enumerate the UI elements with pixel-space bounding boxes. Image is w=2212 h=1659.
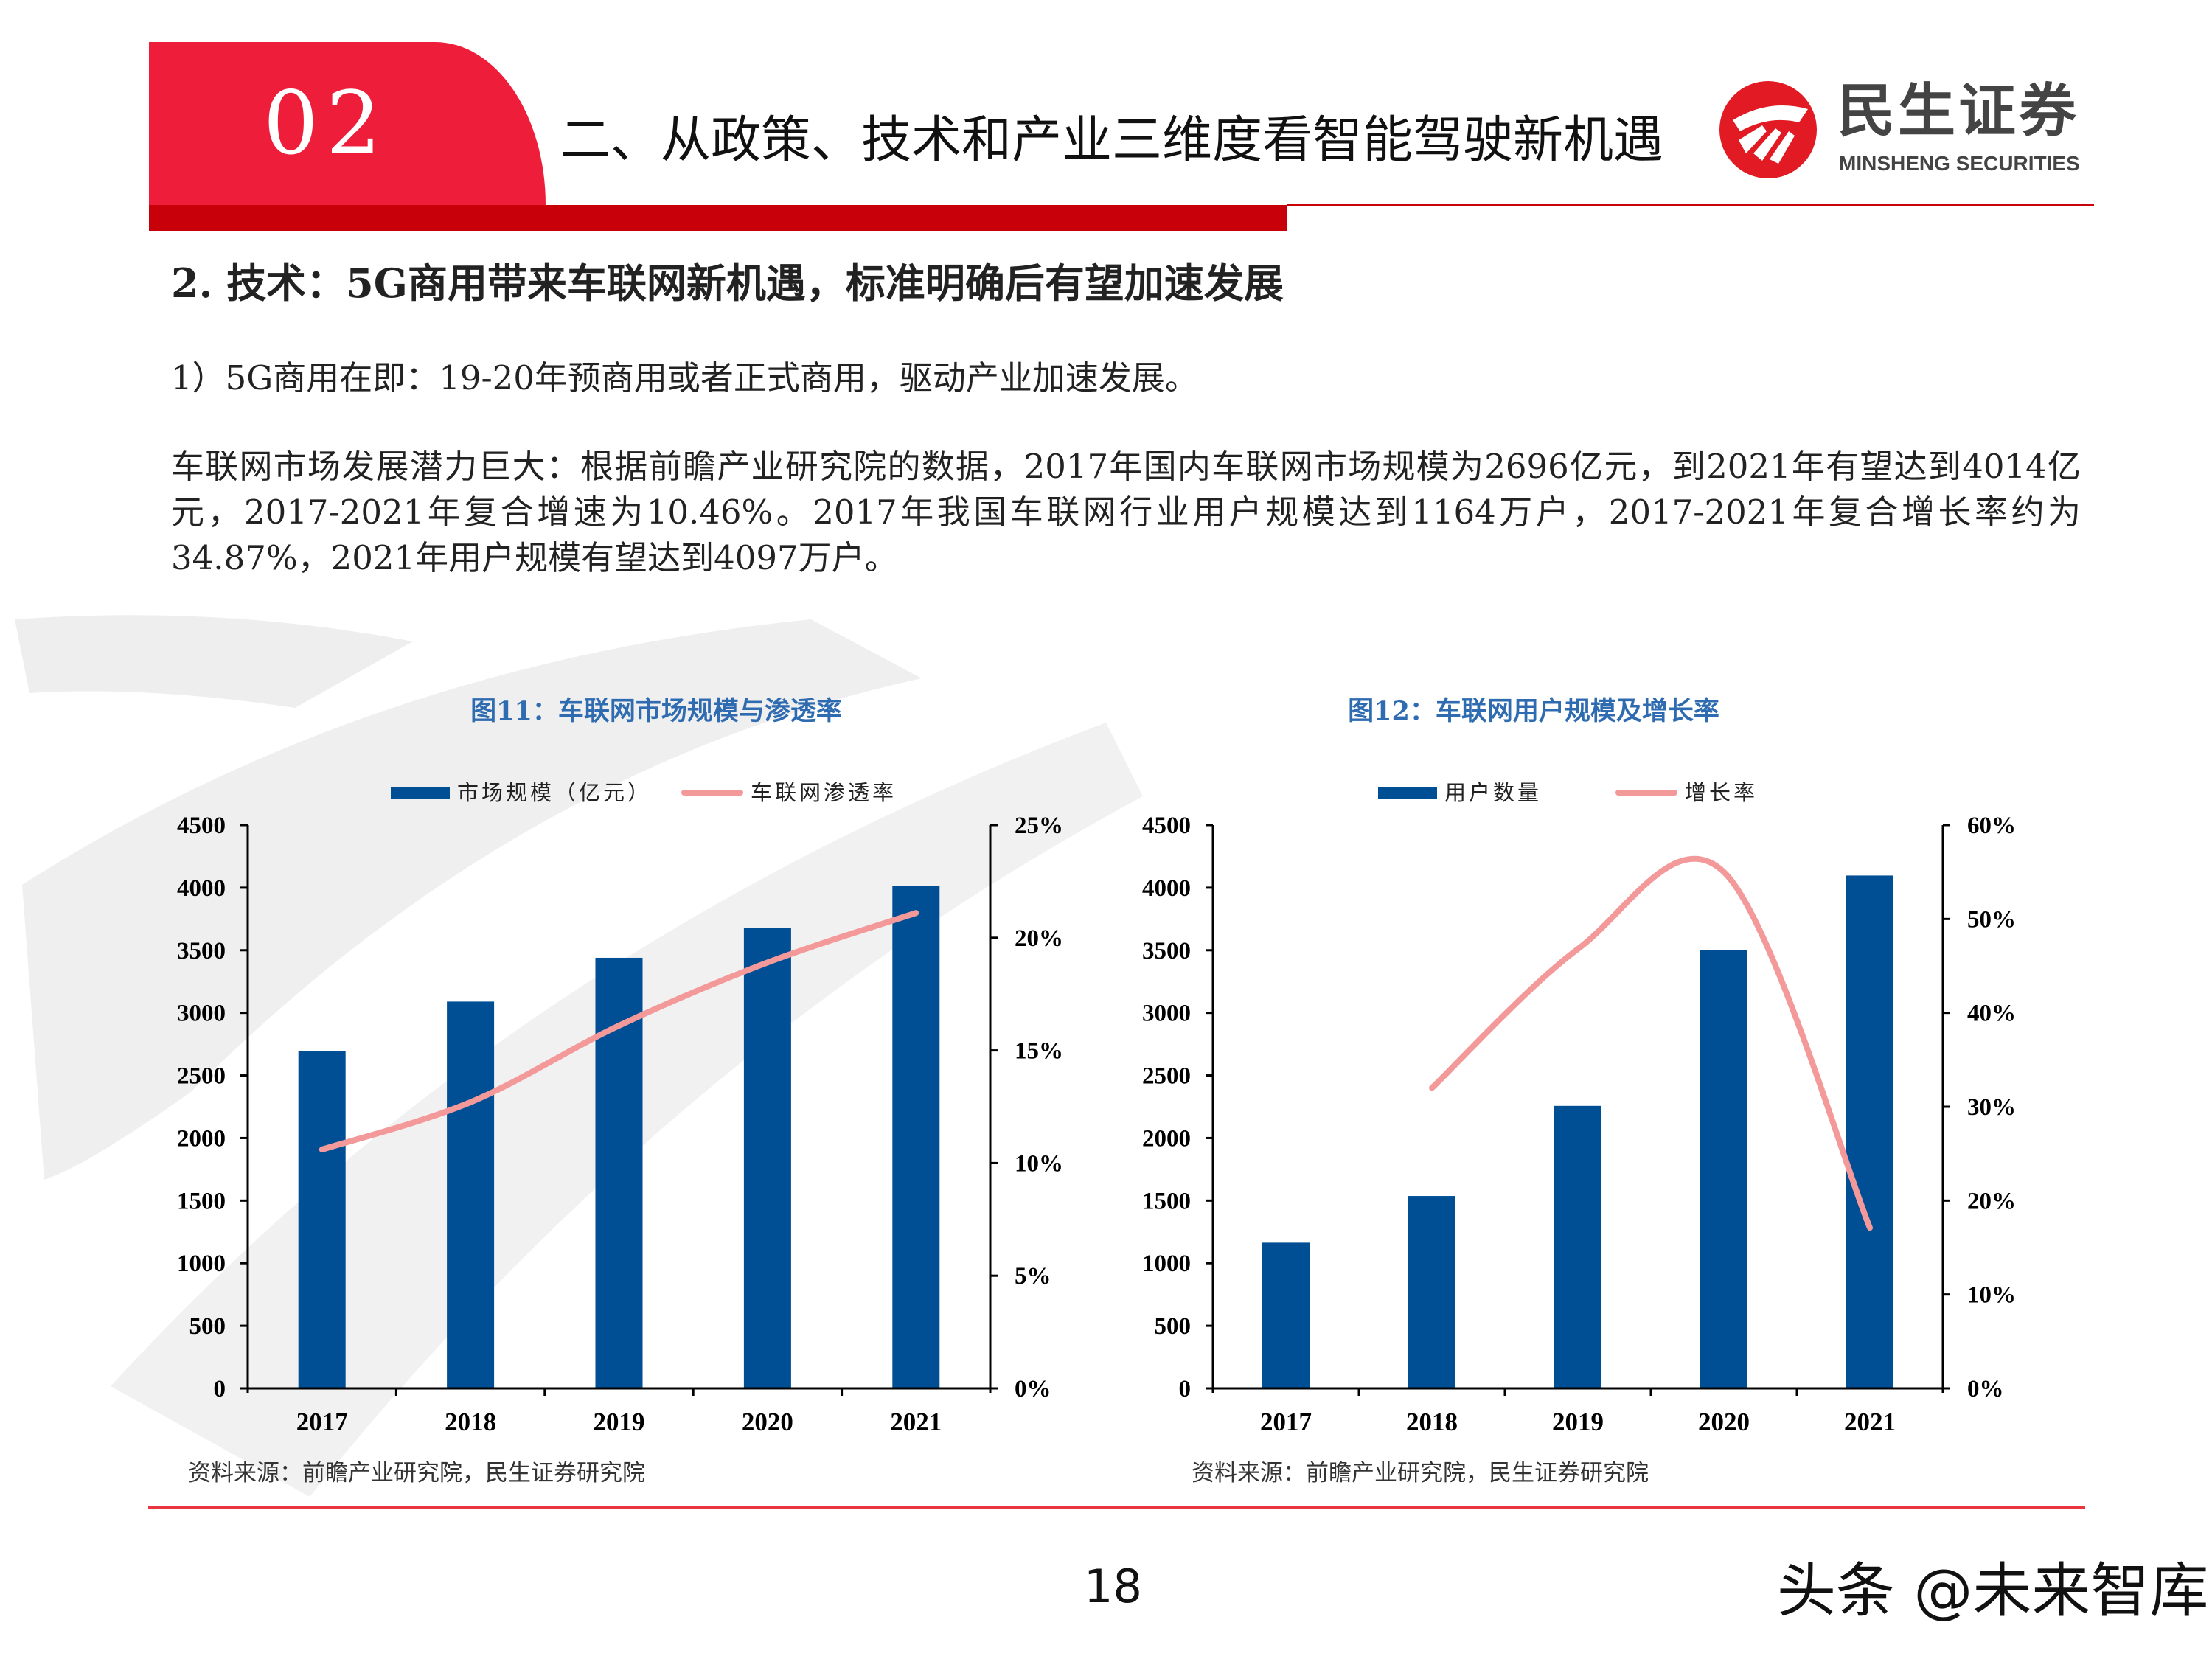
- bar-2020: [1700, 950, 1747, 1388]
- x-tick-label: 2020: [742, 1408, 793, 1436]
- left-tick-label: 0: [214, 1376, 226, 1402]
- left-tick-label: 3500: [177, 938, 226, 964]
- logo-text-en: MINSHENG SECURITIES: [1839, 152, 2080, 175]
- page-number: 18: [1084, 1559, 1142, 1613]
- chart2-title: 图12：车联网用户规模及增长率: [1348, 696, 1719, 726]
- bar-2018: [447, 1001, 495, 1388]
- right-tick-label: 25%: [1015, 813, 1063, 839]
- bar-2019: [595, 957, 643, 1388]
- series-line-车联网渗透率: [319, 910, 919, 1153]
- x-tick-label: 2019: [594, 1408, 645, 1436]
- chart2-legend: 用户数量 增长率: [1378, 780, 1758, 806]
- legend-label: 增长率: [1685, 780, 1759, 805]
- left-tick-label: 1000: [1142, 1251, 1191, 1277]
- legend-label: 市场规模（亿元）: [457, 780, 653, 805]
- right-tick-label: 40%: [1967, 1001, 2016, 1027]
- section-number: 02: [262, 72, 389, 174]
- x-tick-label: 2021: [1844, 1408, 1896, 1436]
- left-tick-label: 4500: [1142, 813, 1191, 839]
- minsheng-logo-icon: [1719, 81, 1817, 178]
- x-tick-label: 2020: [1698, 1408, 1750, 1436]
- left-tick-label: 500: [1155, 1313, 1192, 1340]
- right-tick-label: 60%: [1967, 813, 2016, 839]
- bar-2019: [1554, 1105, 1601, 1388]
- x-tick-label: 2018: [1406, 1408, 1458, 1436]
- chart1-legend: 市场规模（亿元） 车联网渗透率: [391, 780, 897, 806]
- right-tick-label: 20%: [1015, 925, 1063, 952]
- x-tick-label: 2018: [445, 1408, 496, 1436]
- bar-2017: [298, 1051, 346, 1388]
- body-paragraph: 车联网市场发展潜力巨大：根据前瞻产业研究院的数据，2017年国内车联网市场规模为…: [171, 447, 2081, 577]
- left-tick-label: 0: [1179, 1376, 1192, 1402]
- chart1-source: 资料来源：前瞻产业研究院，民生证券研究院: [188, 1460, 645, 1486]
- bar-2021: [892, 886, 940, 1388]
- right-tick-label: 50%: [1967, 906, 2016, 933]
- header-bar: [149, 205, 1287, 231]
- left-tick-label: 1000: [177, 1251, 226, 1277]
- left-tick-label: 2000: [177, 1125, 226, 1152]
- bar-2017: [1262, 1242, 1310, 1388]
- left-tick-label: 4000: [1142, 875, 1191, 902]
- right-tick-label: 0%: [1015, 1376, 1051, 1402]
- right-tick-label: 5%: [1015, 1263, 1051, 1290]
- left-tick-label: 3000: [1142, 1001, 1191, 1027]
- x-tick-label: 2017: [1260, 1408, 1312, 1436]
- chart2-source: 资料来源：前瞻产业研究院，民生证券研究院: [1192, 1460, 1649, 1486]
- chart1-title: 图11：车联网市场规模与渗透率: [470, 696, 842, 726]
- legend-label: 车联网渗透率: [751, 780, 897, 805]
- x-tick-label: 2019: [1552, 1408, 1604, 1436]
- legend-bar-swatch: [1378, 786, 1437, 799]
- left-tick-label: 2000: [1142, 1125, 1191, 1152]
- left-tick-label: 2500: [1142, 1063, 1191, 1090]
- right-tick-label: 30%: [1967, 1094, 2016, 1121]
- legend-bar-swatch: [391, 786, 450, 799]
- section-heading: 2. 技术：5G商用带来车联网新机遇，标准明确后有望加速发展: [171, 260, 1284, 307]
- right-tick-label: 0%: [1967, 1376, 2004, 1402]
- x-tick-label: 2017: [296, 1408, 348, 1436]
- left-tick-label: 4500: [177, 813, 226, 839]
- point-1: 1）5G商用在即：19-20年预商用或者正式商用，驱动产业加速发展。: [171, 358, 1198, 397]
- section-tab: [149, 42, 546, 205]
- left-tick-label: 1500: [177, 1188, 226, 1214]
- watermark: 头条 @未来智库: [1777, 1557, 2209, 1625]
- right-tick-label: 10%: [1015, 1150, 1063, 1177]
- bar-2020: [743, 928, 791, 1388]
- left-tick-label: 3000: [177, 1001, 226, 1027]
- header-divider: [1287, 204, 2094, 206]
- logo-text-cn: 民生证券: [1837, 78, 2080, 145]
- footer-divider: [148, 1506, 2085, 1509]
- left-tick-label: 4000: [177, 875, 226, 902]
- page-title: 二、从政策、技术和产业三维度看智能驾驶新机遇: [560, 111, 1664, 170]
- x-tick-label: 2021: [890, 1408, 942, 1436]
- bar-2018: [1408, 1196, 1455, 1388]
- left-tick-label: 2500: [177, 1063, 226, 1090]
- legend-line-swatch: [1615, 790, 1678, 796]
- left-tick-label: 1500: [1142, 1188, 1191, 1214]
- right-tick-label: 20%: [1967, 1188, 2016, 1214]
- right-tick-label: 15%: [1015, 1038, 1063, 1065]
- left-tick-label: 500: [189, 1313, 226, 1340]
- legend-label: 用户数量: [1444, 780, 1543, 805]
- bar-2021: [1846, 875, 1893, 1388]
- right-tick-label: 10%: [1967, 1282, 2016, 1309]
- series-line-增长率: [1429, 855, 1873, 1231]
- left-tick-label: 3500: [1142, 938, 1191, 964]
- legend-line-swatch: [681, 790, 744, 796]
